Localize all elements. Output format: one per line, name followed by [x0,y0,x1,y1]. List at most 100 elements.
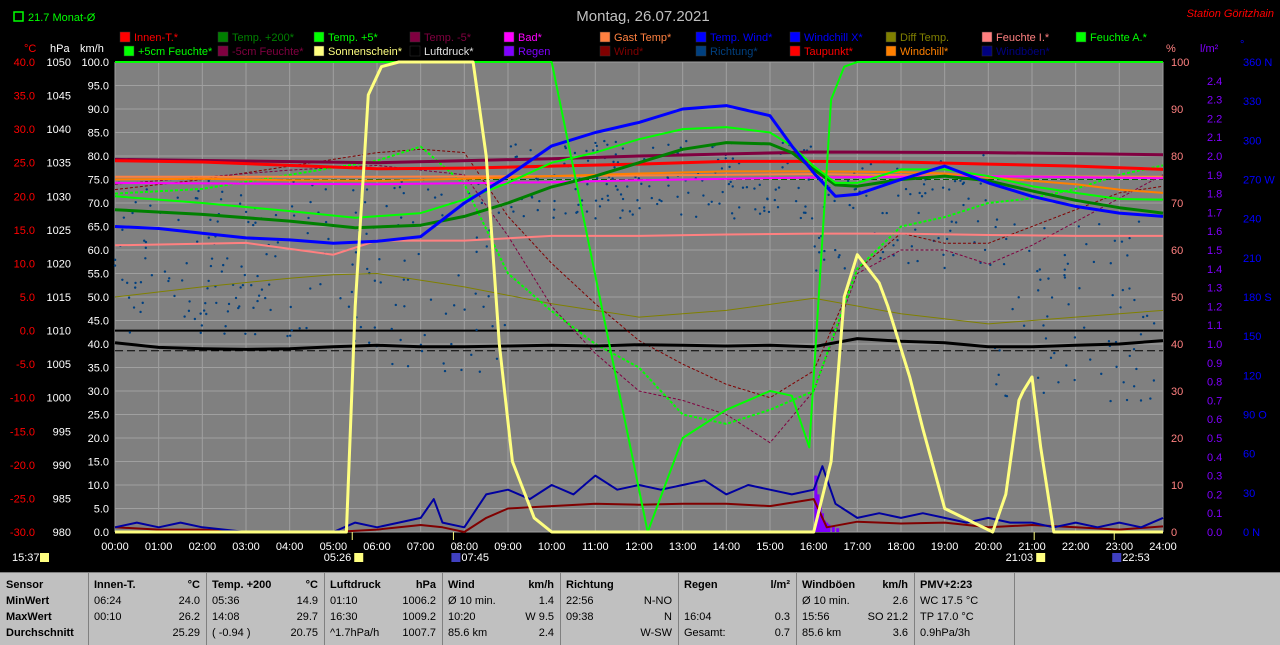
direction-point [327,237,330,241]
direction-point [952,253,955,257]
rain-tick-label: 2.2 [1207,113,1222,125]
footer-cell-left: 01:10 [330,595,358,607]
direction-point [385,204,388,208]
direction-point [631,213,634,216]
temp-tick-label: -15.0 [10,426,35,438]
direction-point [1113,239,1117,243]
stats-footer: Sensor MinWert MaxWert Durchschnitt Inne… [0,572,1280,645]
direction-point [1073,336,1077,339]
x-tick-label: 08:00 [451,541,479,553]
rain-tick-label: 0.3 [1207,471,1222,483]
percent-tick-label: 20 [1171,433,1183,445]
direction-point [475,328,478,332]
footer-col-unit: °C [187,579,200,591]
direction-point [766,197,769,200]
direction-point [1017,296,1020,299]
direction-point [1047,277,1050,280]
direction-point [406,278,410,281]
direction-point [833,199,836,203]
direction-point [728,165,731,169]
footer-cell-left: 00:10 [94,611,122,623]
direction-point [961,182,965,186]
direction-point [307,216,310,220]
pressure-tick-label: 1030 [47,191,71,203]
direction-point [163,270,167,273]
direction-point [1067,303,1070,306]
direction-point [378,258,381,261]
legend-swatch [409,45,421,57]
rain-bar [831,526,835,532]
direction-point [667,143,670,146]
direction-point [267,283,271,286]
footer-cell-row: 01:10 1006.2 [324,593,442,609]
wind-tick-label: 80.0 [88,151,109,163]
direction-point [352,189,355,192]
x-tick-label: 18:00 [887,541,915,553]
direction-point [1005,237,1008,241]
series-line [114,145,1164,425]
direction-point [221,263,225,267]
direction-point [1141,315,1145,319]
direction-point [907,261,910,265]
direction-point [482,305,485,308]
direction-point [998,349,1001,352]
temp-tick-label: -5.0 [16,359,35,371]
direction-point [234,296,238,300]
direction-point [817,236,821,240]
direction-point [924,192,927,195]
direction-point [288,334,292,337]
pressure-tick-label: 1035 [47,158,71,170]
footer-cell-right: 26.2 [178,611,200,623]
avg-badge-label: 21.7 Monat-Ø [28,12,96,24]
direction-point [144,240,148,244]
direction-point [773,198,777,202]
direction-point [594,199,598,202]
direction-point [402,191,405,195]
legend-label: +5cm Feuchte* [138,46,213,58]
direction-point [121,228,124,232]
direction-point [984,199,987,202]
direction-point [470,353,473,357]
rain-tick-label: 0.6 [1207,414,1222,426]
pressure-tick-label: 1005 [47,359,71,371]
percent-tick-label: 40 [1171,339,1183,351]
series-line [114,273,1164,325]
direction-point [834,248,837,252]
direction-point [1050,296,1054,299]
rain-tick-label: 1.5 [1207,245,1222,257]
footer-cell-row [678,593,796,609]
direction-point [904,187,908,191]
direction-point [621,209,624,212]
direction-point [393,186,396,190]
footer-cell-row: 85.6 km 3.6 [796,625,914,641]
temp-tick-label: 5.0 [20,292,35,304]
direction-point [128,331,132,334]
direction-point [122,216,126,219]
direction-point [150,274,154,277]
legend-label: Windchill X* [804,32,863,44]
direction-point [207,236,210,239]
direction-point [804,205,807,208]
pressure-tick-label: 995 [53,426,71,438]
direction-point [1077,225,1081,228]
direction-point [605,182,608,186]
footer-cell-left: 22:56 [566,595,594,607]
direction-point [982,154,985,157]
footer-column: Regen l/m² 16:04 0.3 Gesamt: 0.7 [678,573,797,645]
direction-point [994,225,997,229]
axes-layer: 40.0 35.0 30.0 25.0 20.0 15.0 10.0 5.0 0.0 -5.0 -1… [10,57,1275,539]
temp-tick-label: 20.0 [14,191,35,203]
rain-tick-label: 1.9 [1207,170,1222,182]
footer-col-title: Regen [684,579,718,591]
direction-point [1043,226,1046,230]
wind-tick-label: 55.0 [88,269,109,281]
pressure-tick-label: 990 [53,460,71,472]
direction-point [738,206,741,209]
footer-cell-left: 16:30 [330,611,358,623]
footer-cell-row: 15:56 SO 21.2 [796,609,914,625]
direction-point [452,304,456,307]
direction-point [594,141,597,145]
direction-point [402,278,406,281]
percent-tick-label: 0 [1171,527,1177,539]
x-tick-label: 12:00 [625,541,653,553]
